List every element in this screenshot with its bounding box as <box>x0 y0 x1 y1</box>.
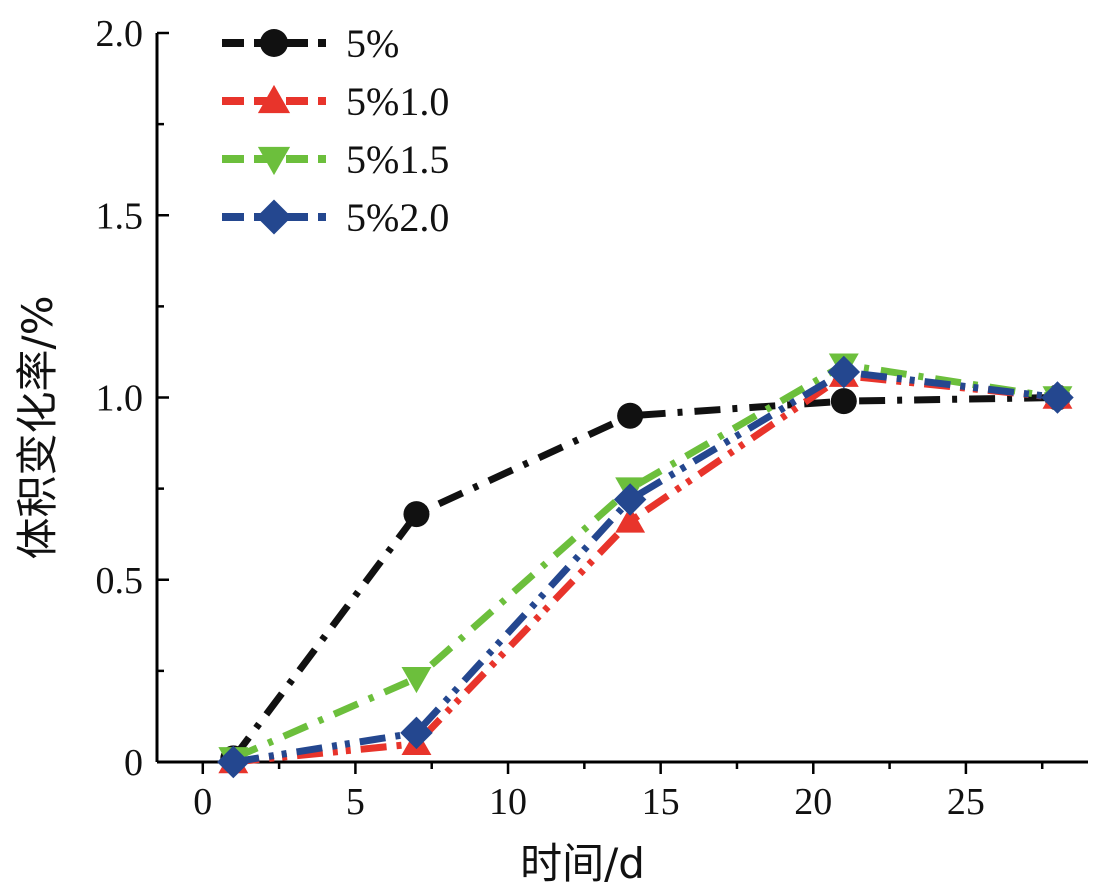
series-4 <box>217 355 1074 779</box>
data-point <box>401 666 432 694</box>
x-tick-label: 5 <box>346 781 365 823</box>
y-tick-label: 0.5 <box>96 560 144 602</box>
series-line <box>231 361 1059 762</box>
y-tick-label: 2.0 <box>96 13 144 55</box>
legend-label: 5% <box>346 21 399 66</box>
x-ticks: 0 5 10 15 20 25 <box>193 762 1044 823</box>
legend-marker <box>257 146 291 176</box>
data-point <box>403 501 430 528</box>
x-tick-label: 0 <box>193 781 212 823</box>
legend-label: 5%1.0 <box>346 79 449 124</box>
legend-label: 5%2.0 <box>346 195 449 240</box>
legend-marker <box>256 199 292 235</box>
x-tick-label: 10 <box>489 781 527 823</box>
data-point <box>827 355 861 389</box>
data-point <box>400 716 433 750</box>
legend-entry: 5%1.0 <box>222 79 449 124</box>
x-tick-label: 15 <box>642 781 680 823</box>
data-point <box>613 483 647 516</box>
series-layer <box>217 353 1074 779</box>
legend-label: 5%1.5 <box>346 137 449 182</box>
legend: 5% 5%1.0 5%1.5 5%2.0 <box>222 21 449 240</box>
x-tick-label: 20 <box>794 781 832 823</box>
y-tick-label: 1.5 <box>96 195 144 237</box>
data-point <box>617 402 644 429</box>
data-point <box>830 388 857 415</box>
y-ticks: 0 0.5 1.0 1.5 2.0 <box>96 13 169 784</box>
legend-marker <box>260 29 288 57</box>
x-tick-label: 25 <box>947 781 985 823</box>
legend-entry: 5% <box>222 21 399 66</box>
legend-entry: 5%1.5 <box>222 137 449 182</box>
y-tick-label: 0 <box>124 742 143 784</box>
series-line <box>230 394 1058 761</box>
axes <box>155 33 1088 764</box>
y-tick-label: 1.0 <box>96 378 144 420</box>
legend-marker <box>257 84 291 114</box>
y-axis-title: 体积变化率/% <box>13 295 62 559</box>
data-point <box>1041 381 1074 414</box>
x-axis-title: 时间/d <box>520 839 645 888</box>
legend-entry: 5%2.0 <box>222 195 449 240</box>
data-point <box>217 745 250 779</box>
data-point <box>615 506 646 533</box>
series-1 <box>220 384 1071 772</box>
